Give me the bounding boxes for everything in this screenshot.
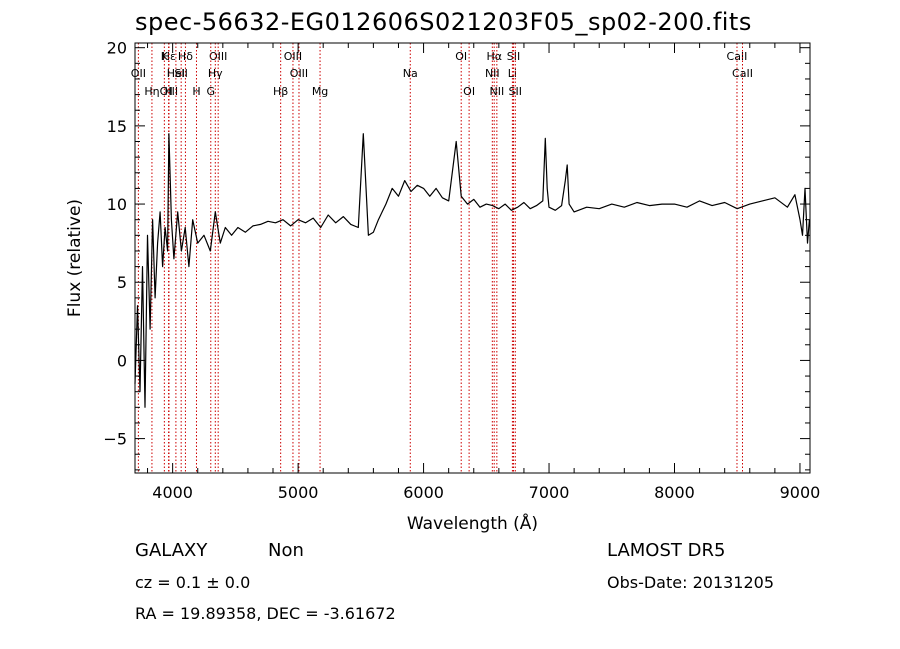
line-marker-label: OIII xyxy=(290,67,308,80)
line-marker-label: OIII xyxy=(284,50,302,63)
line-marker-label: OIII xyxy=(160,85,178,98)
line-marker-label: Hα xyxy=(486,50,502,63)
x-tick-label: 7000 xyxy=(529,483,570,502)
survey-label: LAMOST DR5 xyxy=(607,540,726,561)
line-marker-label: G xyxy=(207,85,216,98)
redshift-label: cz = 0.1 ± 0.0 xyxy=(135,573,251,592)
x-tick-label: 5000 xyxy=(278,483,319,502)
y-tick-label: 0 xyxy=(117,351,127,370)
x-tick-label: 8000 xyxy=(654,483,695,502)
line-marker-label: Hη xyxy=(144,85,159,98)
y-tick-label: 5 xyxy=(117,273,127,292)
plot-frame xyxy=(134,42,811,474)
y-tick-label: 10 xyxy=(107,195,127,214)
object-class: GALAXY xyxy=(135,540,208,561)
line-marker-label: CaII xyxy=(727,50,748,63)
line-marker-label: Hγ xyxy=(208,67,223,80)
chart-title: spec-56632-EG012606S021203F05_sp02-200.f… xyxy=(135,8,752,36)
line-marker-label: NII xyxy=(485,67,500,80)
x-tick-label: 4000 xyxy=(152,483,193,502)
x-tick-label: 9000 xyxy=(780,483,821,502)
coordinates-label: RA = 19.89358, DEC = -3.61672 xyxy=(135,604,396,623)
line-marker-label: H xyxy=(164,85,172,98)
line-marker-label: SII xyxy=(174,67,187,80)
line-marker-label: Mg xyxy=(312,85,328,98)
line-marker-label: SII xyxy=(507,50,520,63)
line-marker-label: OII xyxy=(131,67,146,80)
object-subclass: Non xyxy=(268,540,304,561)
line-marker-label: H xyxy=(192,85,200,98)
line-marker-label: OI xyxy=(455,50,467,63)
line-marker-label: HeI xyxy=(167,67,185,80)
spectrum-line xyxy=(134,133,810,408)
line-marker-label: NII xyxy=(489,85,504,98)
line-marker-label: OIII xyxy=(209,50,227,63)
line-marker-label: CaII xyxy=(732,67,753,80)
x-axis-label: Wavelength (Å) xyxy=(407,512,538,534)
y-tick-label: 20 xyxy=(107,39,127,58)
line-marker-label: OI xyxy=(463,85,475,98)
line-marker-label: Hβ xyxy=(273,85,288,98)
line-marker-label: Li xyxy=(508,67,517,80)
line-marker-label: Hε xyxy=(162,50,176,63)
y-tick-label: −5 xyxy=(103,430,127,449)
line-marker-label: Na xyxy=(403,67,418,80)
line-marker-label: SII xyxy=(509,85,522,98)
x-tick-label: 6000 xyxy=(403,483,444,502)
line-marker-label: Hδ xyxy=(178,50,193,63)
y-tick-label: 15 xyxy=(107,117,127,136)
y-axis-label: Flux (relative) xyxy=(65,199,85,317)
line-marker-label: K xyxy=(161,50,169,63)
obs-date-label: Obs-Date: 20131205 xyxy=(607,573,775,592)
